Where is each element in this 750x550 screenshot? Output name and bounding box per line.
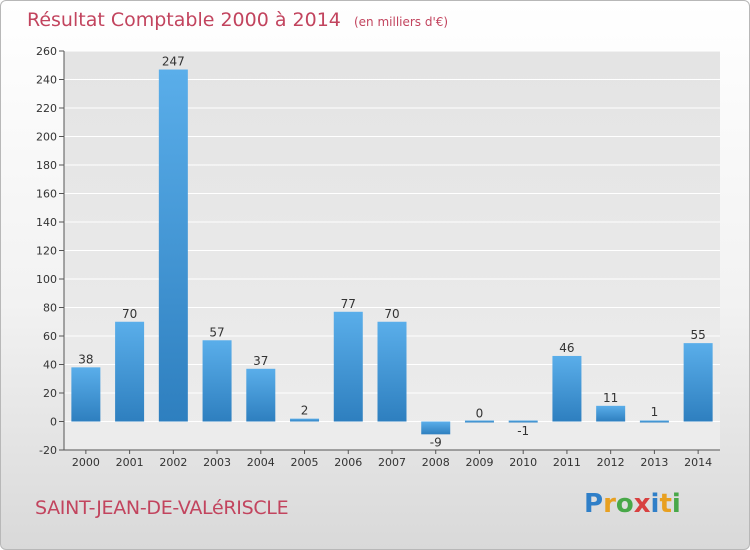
x-tick-label: 2014	[684, 456, 712, 469]
bar	[596, 405, 626, 422]
x-tick-label: 2013	[640, 456, 668, 469]
y-tick-label: 160	[36, 188, 57, 201]
logo-letter: o	[615, 489, 634, 519]
x-tick-label: 2006	[334, 456, 362, 469]
data-label: 55	[690, 328, 705, 342]
bar	[683, 343, 713, 422]
logo-letter: t	[659, 489, 672, 519]
bar	[508, 420, 538, 423]
data-label: 70	[384, 307, 399, 321]
bar	[333, 311, 363, 422]
x-tick-label: 2003	[203, 456, 231, 469]
x-tick-label: 2001	[116, 456, 144, 469]
data-label: 38	[78, 352, 93, 366]
x-tick-label: 2009	[465, 456, 493, 469]
logo-letter: r	[603, 489, 616, 519]
y-tick-label: 40	[43, 359, 57, 372]
y-tick-label: 20	[43, 387, 57, 400]
data-label: 57	[209, 325, 224, 339]
x-tick-label: 2002	[159, 456, 187, 469]
data-label: 37	[253, 354, 268, 368]
bar	[246, 368, 276, 422]
data-label: -9	[430, 435, 442, 449]
y-tick-label: 80	[43, 302, 57, 315]
bar	[115, 321, 145, 422]
logo-letter: i	[650, 489, 660, 519]
bar	[202, 340, 232, 422]
data-label: 46	[559, 341, 574, 355]
data-label: 11	[603, 391, 618, 405]
data-label: -1	[517, 424, 529, 438]
y-tick-label: 60	[43, 330, 57, 343]
x-tick-label: 2010	[509, 456, 537, 469]
proxiti-logo: Proxiti	[584, 489, 681, 519]
x-tick-label: 2004	[247, 456, 275, 469]
bar	[464, 420, 494, 423]
y-tick-label: 240	[36, 74, 57, 87]
bar	[158, 69, 188, 422]
data-label: 1	[651, 405, 659, 419]
commune-name: SAINT-JEAN-DE-VALéRISCLE	[35, 497, 289, 519]
x-tick-label: 2005	[291, 456, 319, 469]
title-text: Résultat Comptable 2000 à 2014	[27, 9, 341, 31]
data-label: 70	[122, 307, 137, 321]
title-unit: (en milliers d'€)	[353, 15, 449, 29]
data-label: 247	[162, 55, 185, 69]
y-tick-label: 120	[36, 245, 57, 258]
y-tick-label: 180	[36, 159, 57, 172]
data-label: 2	[301, 404, 309, 418]
bar	[639, 420, 669, 423]
y-tick-label: 0	[50, 416, 57, 429]
x-tick-label: 2011	[553, 456, 581, 469]
y-tick-label: -20	[39, 444, 57, 457]
bar	[552, 355, 582, 422]
x-tick-label: 2007	[378, 456, 406, 469]
bar	[71, 367, 101, 422]
bar	[421, 421, 451, 435]
y-tick-label: 260	[36, 45, 57, 58]
chart-title: Résultat Comptable 2000 à 2014 (en milli…	[27, 9, 448, 31]
y-tick-label: 140	[36, 216, 57, 229]
data-label: 77	[341, 297, 356, 311]
y-tick-label: 220	[36, 102, 57, 115]
bar	[290, 418, 320, 422]
logo-letter: P	[584, 489, 604, 519]
x-tick-label: 2008	[422, 456, 450, 469]
logo-letter: x	[633, 489, 651, 519]
logo-letter: i	[671, 489, 681, 519]
y-tick-label: 200	[36, 131, 57, 144]
x-tick-label: 2000	[72, 456, 100, 469]
x-tick-label: 2012	[597, 456, 625, 469]
data-label: 0	[476, 407, 484, 421]
y-tick-label: 100	[36, 273, 57, 286]
bar	[377, 321, 407, 422]
